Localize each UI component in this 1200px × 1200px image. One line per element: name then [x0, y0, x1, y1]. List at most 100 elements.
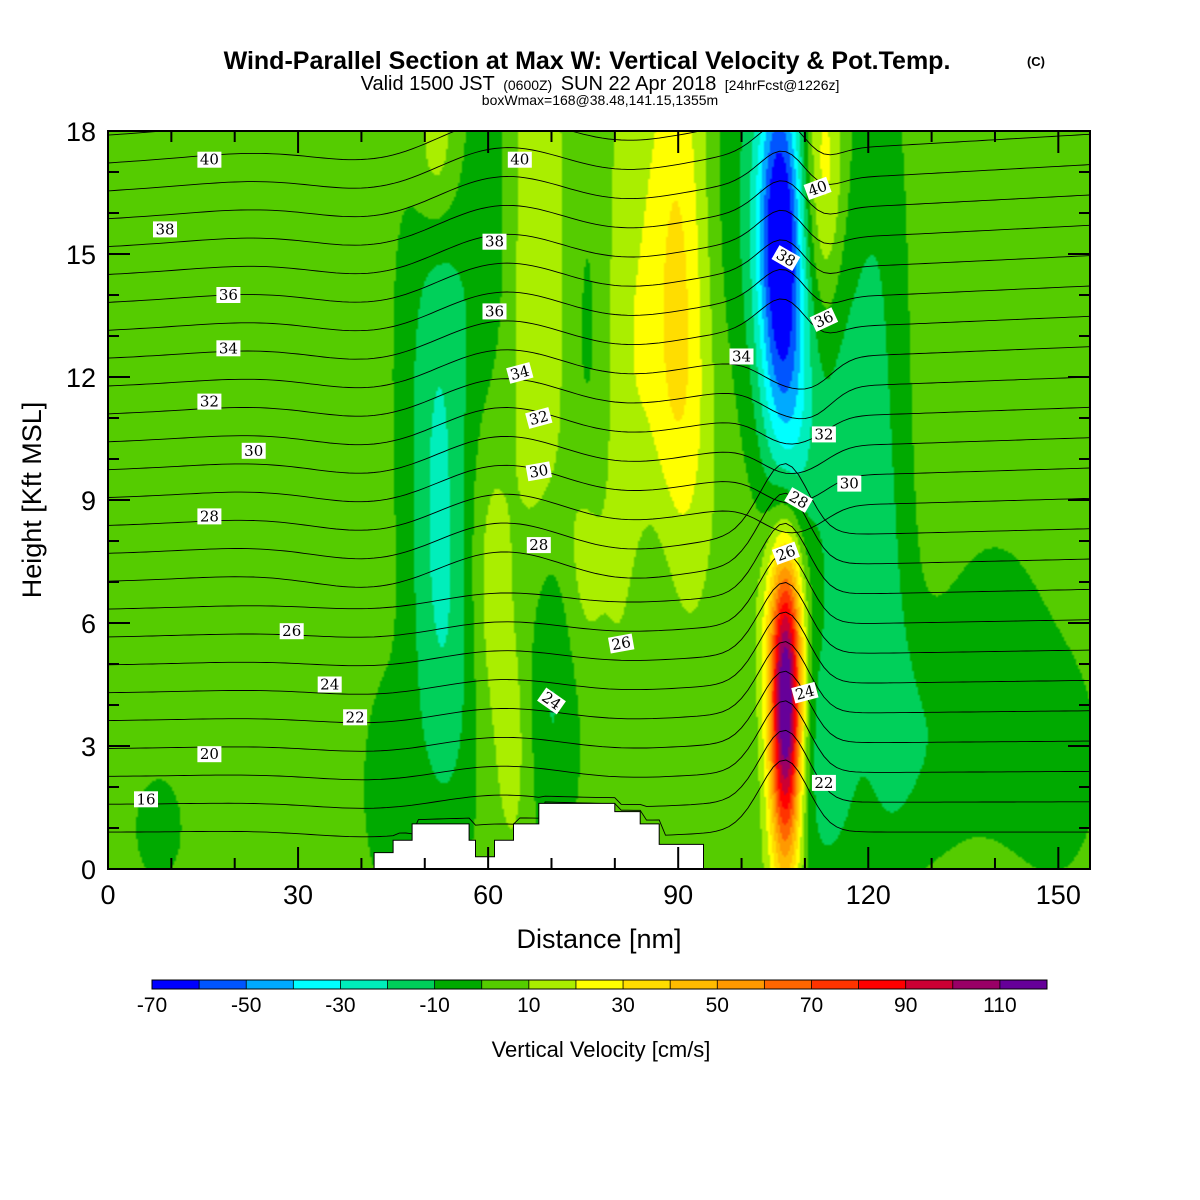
x-axis-ticks: 0 30 60 90 120 150: [100, 131, 1081, 910]
colorbar-swatch: [246, 980, 294, 989]
x-tick-label: 0: [100, 880, 115, 910]
colorbar-tick-label: -10: [419, 994, 449, 1017]
colorbar-swatch: [952, 980, 1001, 989]
contour-label: 40: [803, 177, 832, 200]
contour-label-text: 32: [527, 407, 550, 429]
contour-label: 26: [607, 633, 635, 654]
colorbar-tick-label: -70: [137, 994, 167, 1017]
theta-contour-line: [108, 641, 1090, 724]
colorbar-title: Vertical Velocity [cm/s]: [492, 1037, 711, 1062]
colorbar-swatch: [623, 980, 671, 989]
contour-label: 36: [482, 302, 507, 320]
theta-contour-line: [108, 131, 1090, 192]
contour-label-bg: [784, 487, 813, 513]
contour-label-text: 40: [200, 151, 219, 169]
contour-label-bg: [153, 221, 177, 238]
contour-label-text: 36: [485, 302, 504, 320]
contour-label: 28: [526, 536, 551, 554]
contour-label-text: 22: [814, 774, 833, 792]
contour-label-bg: [216, 287, 241, 303]
contour-label-bg: [771, 245, 801, 272]
colorbar-swatch: [858, 980, 907, 989]
contour-label-text: 26: [610, 633, 632, 654]
colorbar-swatch: [152, 980, 200, 989]
contour-label-text: 38: [485, 233, 504, 251]
valid-zulu: (0600Z): [503, 77, 552, 93]
contour-label-text: 28: [200, 507, 219, 525]
theta-contour-line: [108, 729, 1090, 809]
contour-label-text: 30: [244, 442, 263, 460]
box-wmax-info: boxWmax=168@38.48,141.15,1355m: [482, 92, 718, 108]
colorbar-swatch: [905, 980, 954, 989]
colorbar-swatch: [199, 980, 247, 989]
contour-label-text: 36: [219, 286, 238, 304]
contour-label-bg: [482, 303, 507, 320]
contour-label: 38: [482, 233, 507, 251]
x-tick-label: 150: [1036, 880, 1081, 910]
colorbar-swatch: [811, 980, 860, 989]
potential-temperature-contours: [108, 131, 1090, 838]
contour-label: 34: [729, 348, 754, 366]
y-axis-label: Height [Kft MSL]: [17, 402, 47, 599]
colorbar-swatch: [670, 980, 718, 989]
copyright-mark: (C): [1027, 54, 1045, 69]
contour-label-text: 30: [840, 475, 859, 493]
theta-contour-line: [108, 376, 1090, 420]
theta-contour-line: [108, 346, 1090, 390]
contour-label: 40: [507, 151, 532, 169]
contour-label-text: 38: [155, 220, 174, 238]
valid-time-line: Valid 1500 JST (0600Z) SUN 22 Apr 2018 […: [361, 73, 840, 95]
contour-label-bg: [811, 774, 836, 791]
contour-label-bg: [537, 687, 566, 715]
colorbar-tick-label: 70: [800, 994, 823, 1017]
contour-label-bg: [525, 407, 553, 429]
contour-label: 24: [791, 681, 819, 704]
contour-label-text: 30: [528, 461, 550, 482]
contour-label-text: 24: [320, 676, 339, 694]
contour-label-bg: [729, 348, 754, 365]
colorbar-tick-label: -30: [325, 994, 355, 1017]
contour-label: 30: [241, 442, 266, 460]
theta-contour-line: [108, 463, 1090, 560]
contour-label: 28: [197, 507, 222, 525]
contour-label-bg: [791, 681, 819, 704]
colorbar-frame: [151, 979, 1048, 990]
theta-contour-line: [108, 522, 1090, 610]
theta-contour-line: [108, 552, 1090, 638]
contour-label-bg: [771, 541, 800, 565]
contour-label-text: 34: [508, 362, 531, 384]
contour-label: 32: [197, 393, 222, 411]
contour-label-bg: [134, 791, 158, 808]
valid-time: Valid 1500 JST: [361, 73, 495, 95]
contour-label: 34: [506, 362, 534, 384]
y-tick-label: 12: [66, 363, 96, 393]
contour-label-text: 26: [774, 542, 798, 565]
contour-label-text: 34: [732, 348, 751, 366]
colorbar-swatch: [387, 980, 436, 989]
contour-label-text: 40: [806, 177, 830, 200]
colorbar-tick-label: 50: [706, 994, 729, 1017]
theta-contour-line: [108, 670, 1090, 752]
contour-label-text: 32: [814, 425, 833, 443]
contour-label-bg: [506, 362, 534, 384]
y-tick-label: 9: [81, 486, 96, 516]
theta-contour-line: [108, 435, 1090, 475]
contour-label: 16: [134, 790, 158, 808]
contour-label-bg: [241, 442, 266, 459]
contour-label-text: 16: [136, 790, 155, 808]
contour-label-bg: [343, 709, 368, 726]
x-tick-label: 60: [473, 880, 503, 910]
contour-label: 26: [771, 541, 800, 565]
y-tick-label: 6: [81, 609, 96, 639]
x-tick-label: 30: [283, 880, 313, 910]
forecast-info: [24hrFcst@1226z]: [725, 77, 840, 93]
chart-title: Wind-Parallel Section at Max W: Vertical…: [224, 47, 951, 75]
colorbar-swatch: [999, 980, 1048, 989]
x-tick-label: 90: [663, 880, 693, 910]
theta-contour-line: [108, 131, 703, 164]
contour-label-bg: [811, 426, 836, 443]
contour-label-bg: [197, 393, 222, 410]
colorbar-tick-label: -50: [231, 994, 261, 1017]
